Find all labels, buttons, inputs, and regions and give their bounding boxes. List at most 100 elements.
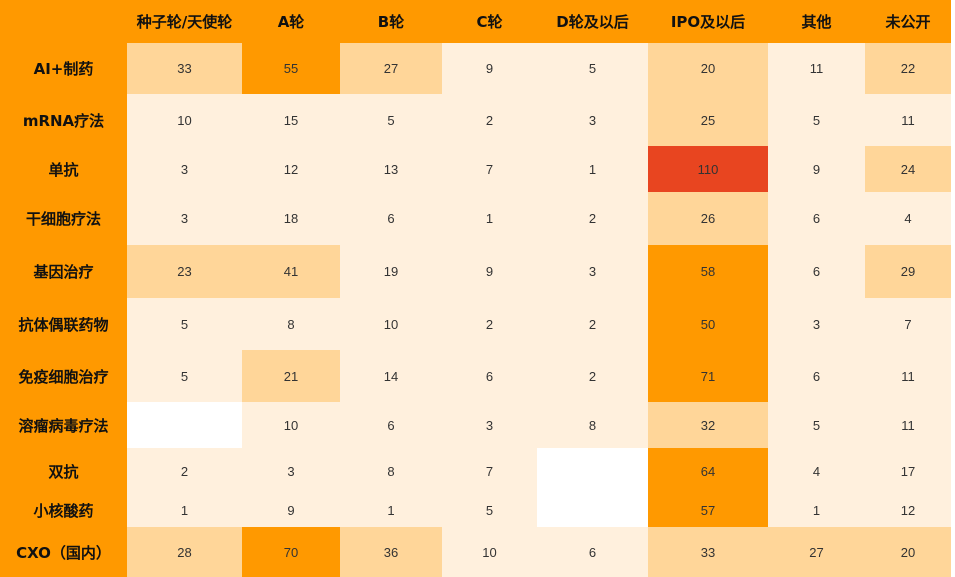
heatmap-cell: 6	[768, 350, 865, 402]
heatmap-cell: 20	[865, 527, 951, 577]
heatmap-cell: 41	[242, 245, 340, 298]
heatmap-cell: 5	[340, 94, 442, 146]
column-header-2: B轮	[340, 0, 442, 43]
heatmap-cell: 1	[537, 146, 648, 192]
heatmap-cell: 50	[648, 298, 768, 350]
heatmap-cell: 15	[242, 94, 340, 146]
heatmap-cell: 23	[127, 245, 242, 298]
heatmap-cell: 2	[442, 298, 537, 350]
heatmap-cell: 3	[127, 192, 242, 245]
heatmap-cell: 5	[442, 494, 537, 527]
heatmap-cell: 2	[442, 94, 537, 146]
heatmap-cell: 6	[768, 192, 865, 245]
corner-header-cell	[0, 0, 127, 43]
heatmap-cell: 5	[127, 350, 242, 402]
heatmap-cell: 6	[340, 192, 442, 245]
heatmap-cell: 57	[648, 494, 768, 527]
column-header-3: C轮	[442, 0, 537, 43]
heatmap-cell: 110	[648, 146, 768, 192]
heatmap-cell: 36	[340, 527, 442, 577]
heatmap-cell: 27	[340, 43, 442, 94]
heatmap-cell: 1	[127, 494, 242, 527]
row-header-5: 抗体偶联药物	[0, 298, 127, 350]
heatmap-cell: 9	[242, 494, 340, 527]
heatmap-cell: 10	[442, 527, 537, 577]
row-header-7: 溶瘤病毒疗法	[0, 402, 127, 448]
heatmap-cell: 7	[442, 146, 537, 192]
heatmap-cell: 29	[865, 245, 951, 298]
heatmap-cell: 1	[442, 192, 537, 245]
heatmap-cell: 27	[768, 527, 865, 577]
heatmap-cell: 10	[242, 402, 340, 448]
heatmap-cell: 28	[127, 527, 242, 577]
heatmap-cell: 71	[648, 350, 768, 402]
heatmap-cell: 20	[648, 43, 768, 94]
row-header-0: AI+制药	[0, 43, 127, 94]
heatmap-cell: 2	[537, 192, 648, 245]
row-header-10: CXO（国内）	[0, 527, 127, 577]
heatmap-cell: 3	[537, 94, 648, 146]
heatmap-cell: 10	[340, 298, 442, 350]
heatmap-cell: 19	[340, 245, 442, 298]
heatmap-cell: 8	[537, 402, 648, 448]
heatmap-cell: 3	[242, 448, 340, 494]
heatmap-cell: 70	[242, 527, 340, 577]
heatmap-cell: 9	[442, 245, 537, 298]
heatmap-cell	[537, 448, 648, 494]
row-header-1: mRNA疗法	[0, 94, 127, 146]
heatmap-cell: 9	[768, 146, 865, 192]
heatmap-cell: 11	[865, 350, 951, 402]
heatmap-cell: 24	[865, 146, 951, 192]
heatmap-cell: 3	[768, 298, 865, 350]
heatmap-cell: 6	[442, 350, 537, 402]
heatmap-cell: 33	[648, 527, 768, 577]
column-header-1: A轮	[242, 0, 340, 43]
heatmap-cell: 32	[648, 402, 768, 448]
row-header-3: 干细胞疗法	[0, 192, 127, 245]
heatmap-cell: 7	[865, 298, 951, 350]
heatmap-cell: 14	[340, 350, 442, 402]
heatmap-cell: 1	[340, 494, 442, 527]
heatmap-cell: 5	[127, 298, 242, 350]
heatmap-cell: 4	[865, 192, 951, 245]
heatmap-cell: 11	[865, 402, 951, 448]
heatmap-cell: 2	[537, 298, 648, 350]
column-header-5: IPO及以后	[648, 0, 768, 43]
heatmap-cell: 22	[865, 43, 951, 94]
heatmap-cell: 3	[442, 402, 537, 448]
heatmap-cell: 12	[242, 146, 340, 192]
column-header-4: D轮及以后	[537, 0, 648, 43]
heatmap-cell: 1	[768, 494, 865, 527]
heatmap-cell: 55	[242, 43, 340, 94]
heatmap-cell: 25	[648, 94, 768, 146]
heatmap-cell: 13	[340, 146, 442, 192]
heatmap-cell: 5	[768, 94, 865, 146]
column-header-0: 种子轮/天使轮	[127, 0, 242, 43]
heatmap-cell: 11	[865, 94, 951, 146]
heatmap-cell: 8	[242, 298, 340, 350]
heatmap-cell: 6	[537, 527, 648, 577]
heatmap-cell: 12	[865, 494, 951, 527]
heatmap-cell: 7	[442, 448, 537, 494]
heatmap-cell: 26	[648, 192, 768, 245]
heatmap-cell: 3	[127, 146, 242, 192]
heatmap-cell	[537, 494, 648, 527]
heatmap-cell: 4	[768, 448, 865, 494]
heatmap-cell: 64	[648, 448, 768, 494]
row-header-8: 双抗	[0, 448, 127, 494]
heatmap-cell: 6	[768, 245, 865, 298]
heatmap-cell: 21	[242, 350, 340, 402]
row-header-6: 免疫细胞治疗	[0, 350, 127, 402]
heatmap-cell: 2	[537, 350, 648, 402]
heatmap-cell	[127, 402, 242, 448]
heatmap-cell: 18	[242, 192, 340, 245]
row-header-9: 小核酸药	[0, 494, 127, 527]
heatmap-cell: 5	[537, 43, 648, 94]
heatmap-cell: 9	[442, 43, 537, 94]
heatmap-cell: 58	[648, 245, 768, 298]
row-header-2: 单抗	[0, 146, 127, 192]
column-header-6: 其他	[768, 0, 865, 43]
heatmap-cell: 3	[537, 245, 648, 298]
heatmap-cell: 8	[340, 448, 442, 494]
